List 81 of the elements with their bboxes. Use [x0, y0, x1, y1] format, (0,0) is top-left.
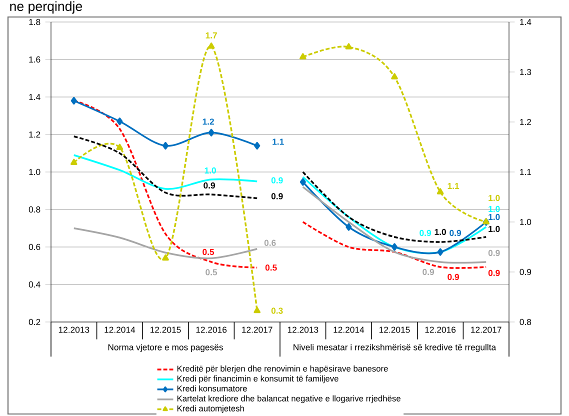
- point: [436, 188, 444, 194]
- data-label: 0.9: [450, 230, 462, 236]
- data-label: 1.0: [488, 206, 500, 212]
- point: [254, 306, 261, 314]
- y2-tick-label: 0.9: [520, 268, 532, 276]
- data-label: 0.9: [420, 230, 432, 236]
- x-tick-label: 12.2014: [104, 326, 136, 333]
- data-label: 0.9: [448, 274, 460, 280]
- x-tick-label: 12.2013: [288, 326, 318, 333]
- legend-label: Kredi për financimin e konsumit të familjeve: [177, 375, 338, 384]
- x-tick-label: 12.2015: [150, 326, 181, 333]
- chart-title: ne perqindje: [10, 1, 82, 14]
- data-label: 0.9: [422, 268, 434, 276]
- x-tick-label: 12.2016: [425, 326, 456, 333]
- x-tick-label: 12.2015: [380, 326, 410, 333]
- y-tick-label: 1.8: [29, 18, 40, 26]
- data-label: 0.9: [488, 250, 500, 256]
- data-label: 1.1: [448, 183, 460, 189]
- point: [208, 42, 215, 49]
- data-label: 1.0: [434, 228, 446, 236]
- legend-label: Kreditë për blerjen dhe renovimin e hapësirave banesore: [177, 365, 388, 374]
- x-tick-label: 12.2013: [58, 326, 90, 333]
- data-label: 1.0: [488, 214, 500, 220]
- x-tick-label: 12.2017: [471, 326, 502, 333]
- data-label: 0.9: [488, 270, 500, 276]
- line-series: [302, 171, 487, 243]
- y-tick-label: 1.2: [29, 131, 40, 138]
- text: Norma vjetore e mos pagesës: [108, 344, 223, 352]
- point: [162, 254, 169, 261]
- legend-label: Kredi konsumatore: [177, 385, 247, 392]
- y-tick-label: 0.8: [28, 206, 40, 213]
- point: [391, 243, 398, 251]
- y-tick-label: 0.2: [28, 318, 40, 326]
- point: [116, 118, 123, 126]
- point: [70, 96, 77, 105]
- data-label: 1.0: [204, 167, 216, 174]
- y2-tick-label: 1.0: [520, 218, 532, 226]
- data-label: 0.9: [271, 177, 283, 184]
- point: [116, 144, 124, 150]
- data-label: 1.0: [488, 226, 500, 232]
- data-label: 1.1: [272, 138, 284, 145]
- data-label: 0.5: [206, 269, 218, 276]
- data-label: 0.9: [271, 193, 283, 200]
- point: [70, 158, 78, 165]
- data-label: 0.6: [264, 240, 276, 246]
- x-tick-label: 12.2016: [196, 326, 227, 333]
- point: [254, 142, 260, 150]
- line-series: [73, 227, 258, 260]
- line-series: [73, 135, 258, 200]
- data-label: 1.2: [202, 118, 214, 125]
- y2-tick-label: 1.4: [520, 19, 532, 25]
- text: Niveli mesatar i rrezikshmërisë së kredive të rregullta: [294, 344, 496, 352]
- legend-label: Kredi automjetesh: [177, 405, 244, 414]
- data-label: 1.7: [206, 32, 217, 38]
- y-tick-label: 1.0: [29, 168, 40, 176]
- data-label: 0.9: [204, 182, 216, 189]
- x-tick-label: 12.2014: [334, 326, 364, 333]
- point: [300, 178, 306, 186]
- point: [345, 43, 352, 50]
- point: [391, 73, 398, 80]
- point: [437, 248, 444, 256]
- y-tick-label: 0.4: [28, 281, 40, 288]
- point: [208, 128, 214, 136]
- y2-tick-label: 1.2: [520, 118, 532, 126]
- y2-tick-label: 0.8: [520, 318, 532, 326]
- data-label: 0.3: [271, 308, 283, 314]
- data-label: 0.5: [202, 248, 214, 256]
- data-label: 0.5: [265, 264, 277, 271]
- y-tick-label: 0.6: [28, 244, 40, 250]
- y-tick-label: 1.4: [29, 94, 40, 100]
- point: [346, 223, 352, 231]
- point: [300, 53, 306, 60]
- y2-tick-label: 1.3: [520, 68, 532, 76]
- line-series: [302, 221, 487, 269]
- point: [162, 142, 169, 150]
- legend-label: Kartelat krediore dhe balancat negative e llogarive rrjedhëse: [177, 395, 400, 404]
- line-series: [73, 154, 258, 190]
- data-label: 1.0: [488, 194, 500, 202]
- x-tick-label: 12.2017: [242, 326, 272, 333]
- y2-tick-label: 1.1: [520, 169, 532, 175]
- y-tick-label: 1.6: [29, 56, 40, 63]
